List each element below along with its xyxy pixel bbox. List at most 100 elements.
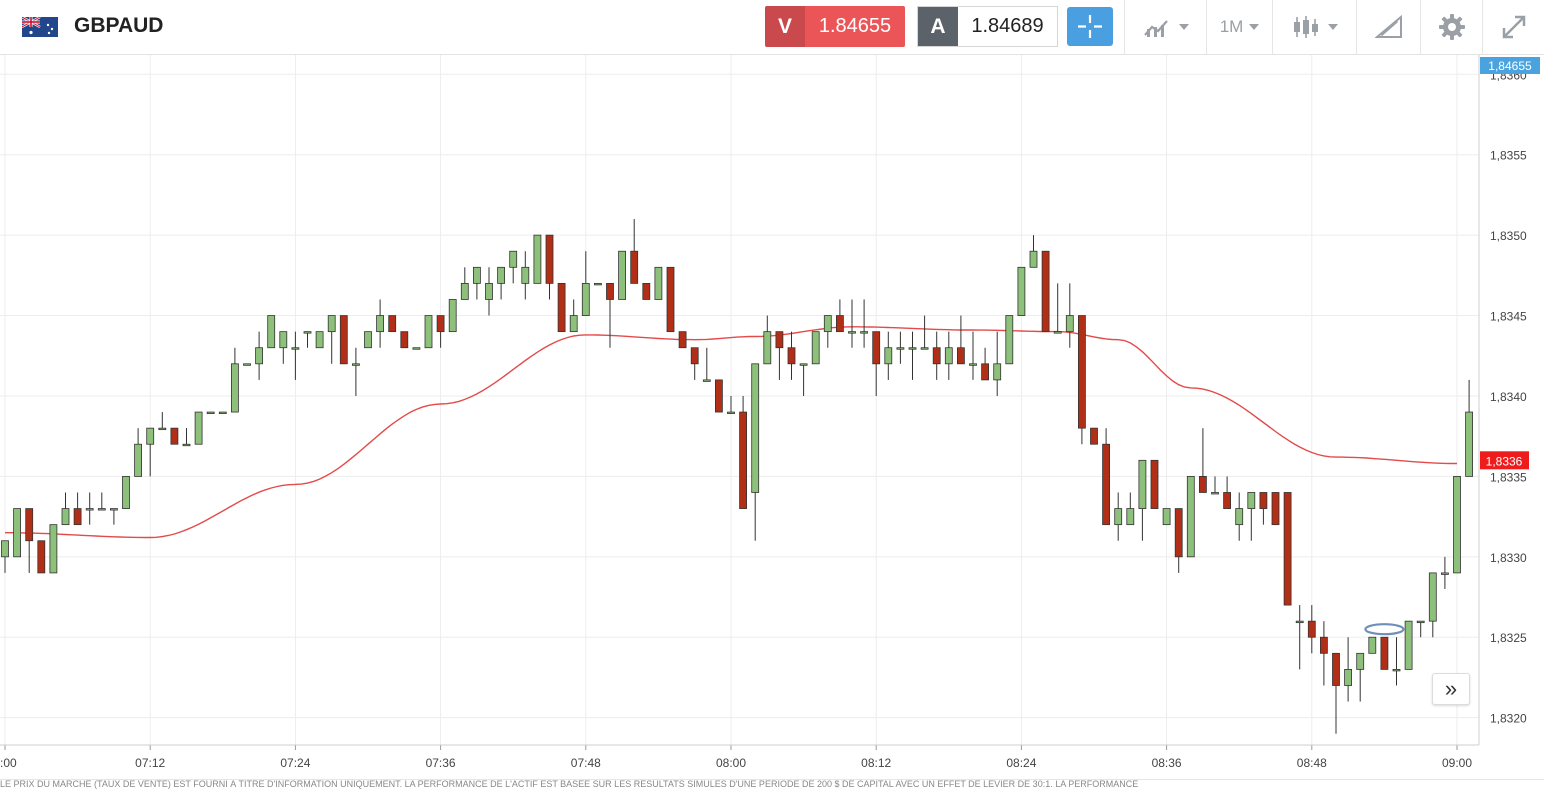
- candle[interactable]: [364, 331, 372, 349]
- crosshair-button[interactable]: [1067, 7, 1113, 46]
- candle[interactable]: [448, 299, 457, 333]
- candle[interactable]: [1465, 379, 1473, 477]
- candle[interactable]: [944, 331, 953, 380]
- candle[interactable]: [1344, 637, 1352, 702]
- candle[interactable]: [739, 395, 747, 509]
- candle[interactable]: [424, 315, 433, 349]
- candle[interactable]: [412, 347, 421, 350]
- candle[interactable]: [533, 234, 542, 284]
- candle[interactable]: [1404, 620, 1413, 670]
- candle[interactable]: [521, 251, 530, 300]
- candle[interactable]: [799, 363, 808, 396]
- candle[interactable]: [388, 315, 397, 333]
- timeframe-dropdown[interactable]: 1M: [1206, 0, 1272, 54]
- candle[interactable]: [557, 282, 566, 333]
- candle[interactable]: [1380, 636, 1389, 670]
- candle[interactable]: [1090, 427, 1098, 445]
- candle[interactable]: [1150, 459, 1159, 509]
- candle[interactable]: [1211, 476, 1219, 495]
- candle[interactable]: [1441, 556, 1449, 589]
- candle[interactable]: [1186, 475, 1195, 558]
- candle[interactable]: [497, 266, 506, 300]
- candle[interactable]: [606, 282, 614, 348]
- candle[interactable]: [1247, 492, 1256, 541]
- candle[interactable]: [1283, 492, 1292, 606]
- candle[interactable]: [376, 299, 385, 348]
- candle[interactable]: [37, 540, 46, 574]
- candle[interactable]: [1295, 605, 1304, 670]
- settings-button[interactable]: [1420, 0, 1482, 54]
- price-chart[interactable]: 1,8320 1,8325 1,8330 1,8335 1,8340 1,8345 1,83…: [0, 55, 1544, 779]
- candle[interactable]: [1078, 315, 1086, 445]
- candle[interactable]: [1199, 428, 1207, 493]
- candle[interactable]: [1235, 492, 1244, 541]
- candle[interactable]: [1017, 266, 1026, 316]
- candle[interactable]: [920, 315, 929, 350]
- candle[interactable]: [1102, 428, 1110, 526]
- candle[interactable]: [1259, 492, 1268, 525]
- candle[interactable]: [775, 331, 784, 380]
- fullscreen-button[interactable]: [1482, 0, 1544, 54]
- candle[interactable]: [1114, 492, 1123, 541]
- candle[interactable]: [315, 331, 324, 349]
- candle[interactable]: [1162, 508, 1171, 526]
- candle[interactable]: [158, 412, 167, 431]
- candle[interactable]: [1065, 283, 1074, 348]
- candle[interactable]: [981, 347, 989, 381]
- candle[interactable]: [97, 492, 106, 511]
- candle[interactable]: [25, 508, 34, 573]
- candle[interactable]: [1356, 652, 1365, 702]
- candle[interactable]: [787, 331, 796, 380]
- candle[interactable]: [303, 331, 312, 348]
- candle[interactable]: [690, 347, 699, 380]
- candle[interactable]: [110, 508, 118, 525]
- candle[interactable]: [1368, 636, 1377, 654]
- candle[interactable]: [485, 267, 493, 316]
- candle[interactable]: [170, 427, 179, 445]
- candle[interactable]: [569, 299, 578, 333]
- candle[interactable]: [339, 315, 348, 365]
- candle[interactable]: [279, 331, 288, 364]
- candle[interactable]: [1320, 621, 1328, 686]
- candle[interactable]: [472, 266, 481, 300]
- candle[interactable]: [509, 250, 518, 284]
- candle[interactable]: [545, 234, 554, 300]
- candle[interactable]: [1332, 652, 1340, 734]
- sell-button[interactable]: V 1.84655: [765, 6, 905, 47]
- candle[interactable]: [823, 315, 832, 348]
- candle[interactable]: [1126, 492, 1135, 526]
- candle[interactable]: [763, 315, 772, 365]
- candle[interactable]: [642, 282, 651, 300]
- candle[interactable]: [811, 331, 820, 365]
- candle[interactable]: [351, 347, 360, 396]
- candle[interactable]: [872, 331, 881, 396]
- candle[interactable]: [194, 411, 203, 445]
- selection-marker[interactable]: [1364, 623, 1405, 636]
- candle[interactable]: [134, 428, 143, 477]
- candle[interactable]: [146, 427, 155, 477]
- candle[interactable]: [860, 299, 868, 348]
- candle[interactable]: [969, 331, 977, 380]
- candle[interactable]: [594, 282, 602, 286]
- candle[interactable]: [702, 347, 711, 382]
- candle[interactable]: [896, 331, 905, 364]
- candle[interactable]: [751, 363, 760, 541]
- candle[interactable]: [1392, 637, 1401, 686]
- candle[interactable]: [993, 331, 1002, 396]
- candle[interactable]: [1005, 315, 1014, 365]
- candle[interactable]: [230, 347, 239, 413]
- candle[interactable]: [267, 315, 276, 349]
- candle[interactable]: [255, 331, 264, 380]
- candle[interactable]: [727, 395, 735, 414]
- chart-type-button[interactable]: [1124, 0, 1206, 54]
- drawing-tools-button[interactable]: [1356, 0, 1420, 54]
- candle[interactable]: [1223, 476, 1231, 509]
- candle[interactable]: [848, 299, 856, 348]
- candle[interactable]: [957, 315, 965, 365]
- candle[interactable]: [218, 411, 227, 414]
- candle[interactable]: [932, 331, 941, 380]
- candle[interactable]: [1307, 605, 1316, 654]
- candle[interactable]: [1271, 492, 1280, 526]
- candle[interactable]: [1029, 235, 1038, 268]
- candle[interactable]: [436, 315, 445, 348]
